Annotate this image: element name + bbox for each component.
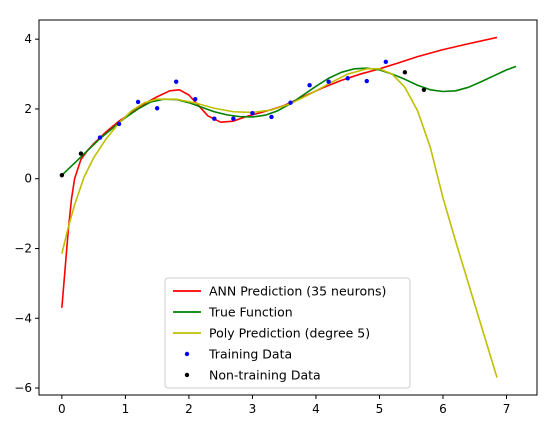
- axes-frame: [38, 19, 538, 396]
- legend-label-poly-prediction-degree-5: Poly Prediction (degree 5): [209, 326, 370, 341]
- legend-label-ann-prediction-35-neurons: ANN Prediction (35 neurons): [209, 284, 386, 299]
- point-training-data: [269, 114, 274, 120]
- point-non-training-data: [78, 151, 84, 156]
- point-non-training-data: [402, 70, 408, 75]
- legend-label-non-training-data: Non-training Data: [209, 368, 321, 383]
- legend-swatch-non-training-data: [184, 372, 190, 378]
- point-training-data: [154, 106, 160, 111]
- point-training-data: [97, 135, 103, 140]
- point-training-data: [307, 83, 312, 88]
- legend: ANN Prediction (35 neurons) True Function…: [164, 277, 411, 389]
- point-non-training-data: [59, 173, 65, 178]
- x-tick-label: 1: [122, 402, 130, 416]
- point-non-training-data: [421, 87, 427, 92]
- point-training-data: [364, 78, 369, 84]
- x-tick-label: 6: [439, 402, 447, 416]
- y-tick-label: 2: [24, 102, 32, 116]
- legend-box: [164, 277, 411, 389]
- y-tick-label: −2: [14, 241, 32, 255]
- legend-label-true-function: True Function: [208, 305, 293, 320]
- x-tick-label: 0: [58, 402, 66, 416]
- point-training-data: [288, 100, 293, 105]
- series-line-poly-prediction-degree-5: [61, 68, 498, 378]
- x-tick-label: 4: [312, 402, 320, 416]
- point-training-data: [383, 59, 389, 65]
- point-training-data: [135, 99, 141, 105]
- x-tick-label: 5: [376, 402, 384, 416]
- x-tick-label: 3: [249, 402, 257, 416]
- point-training-data: [116, 121, 122, 127]
- point-training-data: [174, 79, 179, 84]
- y-tick-label: 4: [24, 32, 32, 46]
- x-tick-label: 7: [503, 402, 511, 416]
- point-training-data: [212, 116, 217, 121]
- legend-label-training-data: Training Data: [208, 347, 292, 362]
- legend-swatch-training-data: [184, 351, 190, 357]
- series-line-true-function: [61, 65, 517, 176]
- point-training-data: [193, 96, 198, 102]
- series-line-ann-prediction-35-neurons: [61, 36, 498, 308]
- plot-layer: [59, 36, 517, 378]
- y-tick-label: 0: [24, 172, 32, 186]
- point-training-data: [231, 116, 236, 121]
- point-training-data: [250, 110, 255, 116]
- point-training-data: [326, 79, 331, 84]
- y-tick-label: −4: [14, 311, 32, 325]
- point-training-data: [345, 76, 350, 81]
- y-tick-label: −6: [14, 381, 32, 395]
- x-tick-label: 2: [185, 402, 193, 416]
- ticks-layer: 0 1 2 3 4 5 6 7 −6 −4 −2 0 2 4: [14, 32, 510, 416]
